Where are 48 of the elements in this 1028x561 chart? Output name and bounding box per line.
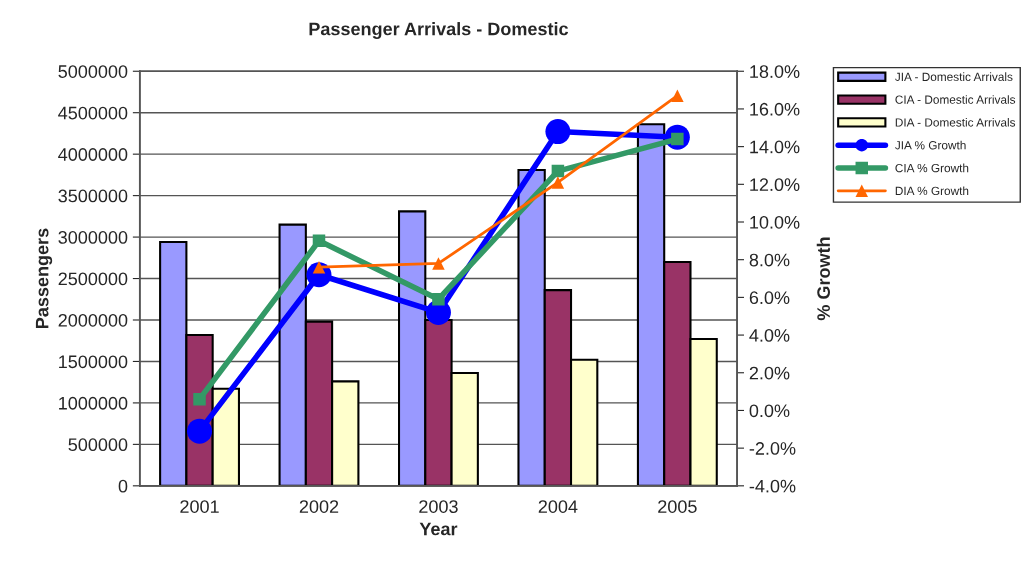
x-tick-label: 2005 <box>658 500 697 513</box>
y-tick-label: 2500000 <box>58 272 128 286</box>
y-tick-label: 1500000 <box>59 355 128 369</box>
legend-label: DIA - Domestic Arrivals <box>895 117 1016 127</box>
point <box>312 260 326 274</box>
y-tick-label: 2000000 <box>58 313 128 327</box>
y-tick-label: 4000000 <box>58 148 128 161</box>
point <box>551 176 565 189</box>
legend-label: DIA % Growth <box>895 186 969 196</box>
y2-tick-label: 14.0% <box>750 140 800 154</box>
legend-label: CIA % Growth <box>895 163 969 173</box>
point <box>551 164 565 178</box>
y-tick-label: 3000000 <box>58 231 128 244</box>
y2-tick-label: 4.0% <box>749 329 790 342</box>
y2-tick-label: 18.0% <box>750 65 800 78</box>
legend-label: JIA - Domestic Arrivals <box>895 72 1013 82</box>
y-tick-label: 4500000 <box>58 106 128 120</box>
y-tick-label: 1000000 <box>59 396 128 410</box>
y2-tick-label: 10.0% <box>750 215 800 229</box>
y-tick-label: 3500000 <box>58 189 128 203</box>
point <box>671 89 684 102</box>
y-tick-label: 0 <box>118 479 128 493</box>
y-axis-title: Passengers <box>35 228 53 329</box>
y2-tick-label: -2.0% <box>749 442 796 455</box>
y2-tick-label: 16.0% <box>750 102 800 116</box>
point <box>193 392 206 406</box>
y-tick-label: 5000000 <box>58 65 128 78</box>
y2-tick-label: 6.0% <box>749 291 790 305</box>
y2-tick-label: 8.0% <box>749 253 790 267</box>
point <box>312 234 326 248</box>
x-axis-title: Year <box>419 522 458 536</box>
x-tick-label: 2004 <box>538 500 578 513</box>
y2-axis-title: % Growth <box>816 237 830 321</box>
y2-tick-label: -4.0% <box>749 479 796 493</box>
chart-title: Passenger Arrivals - Domestic <box>309 22 569 39</box>
x-tick-label: 2002 <box>299 500 339 513</box>
y2-tick-label: 2.0% <box>749 366 790 380</box>
legend-label: CIA - Domestic Arrivals <box>895 95 1016 104</box>
point <box>432 257 445 270</box>
legend-label: JIA % Growth <box>895 140 966 150</box>
x-tick-label: 2003 <box>419 500 458 513</box>
point <box>187 418 213 444</box>
x-tick-label: 2001 <box>180 500 219 513</box>
y-tick-label: 500000 <box>68 438 128 452</box>
point <box>432 293 445 306</box>
y2-tick-label: 0.0% <box>749 404 790 418</box>
point <box>545 119 571 145</box>
y2-tick-label: 12.0% <box>750 178 800 192</box>
